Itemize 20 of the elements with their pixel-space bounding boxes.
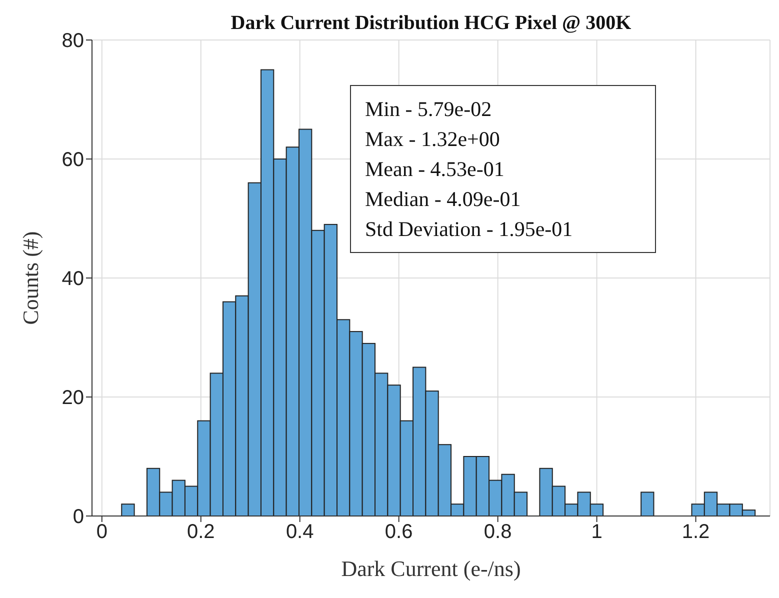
y-tick-label: 20 [62,387,84,410]
y-tick-label: 60 [62,149,84,172]
x-tick-label: 0.4 [286,521,314,544]
y-tick-label: 0 [72,506,84,528]
annotation: Max - 1.32e+00 [365,126,501,153]
x-tick-label: 0 [96,521,108,544]
y-tick-label: 40 [62,268,84,290]
annotation: Min - 5.79e-02 [365,96,493,123]
annotation: Std Deviation - 1.95e-01 [365,216,574,243]
x-tick-label: 1 [591,521,602,544]
x-tick-label: 0.8 [484,521,512,544]
x-tick-label: 1.2 [682,521,710,544]
chart-title: Dark Current Distribution HCG Pixel @ 300K [230,12,632,35]
x-axis-title: Dark Current (e-/ns) [341,556,521,581]
annotation: Mean - 4.53e-01 [365,156,506,183]
y-axis-title: Counts (#) [18,231,43,325]
annotation: Median - 4.09e-01 [365,186,522,213]
x-tick-label: 0.6 [384,521,413,544]
x-tick-label: 0.2 [186,521,215,544]
y-tick-label: 80 [62,30,84,52]
